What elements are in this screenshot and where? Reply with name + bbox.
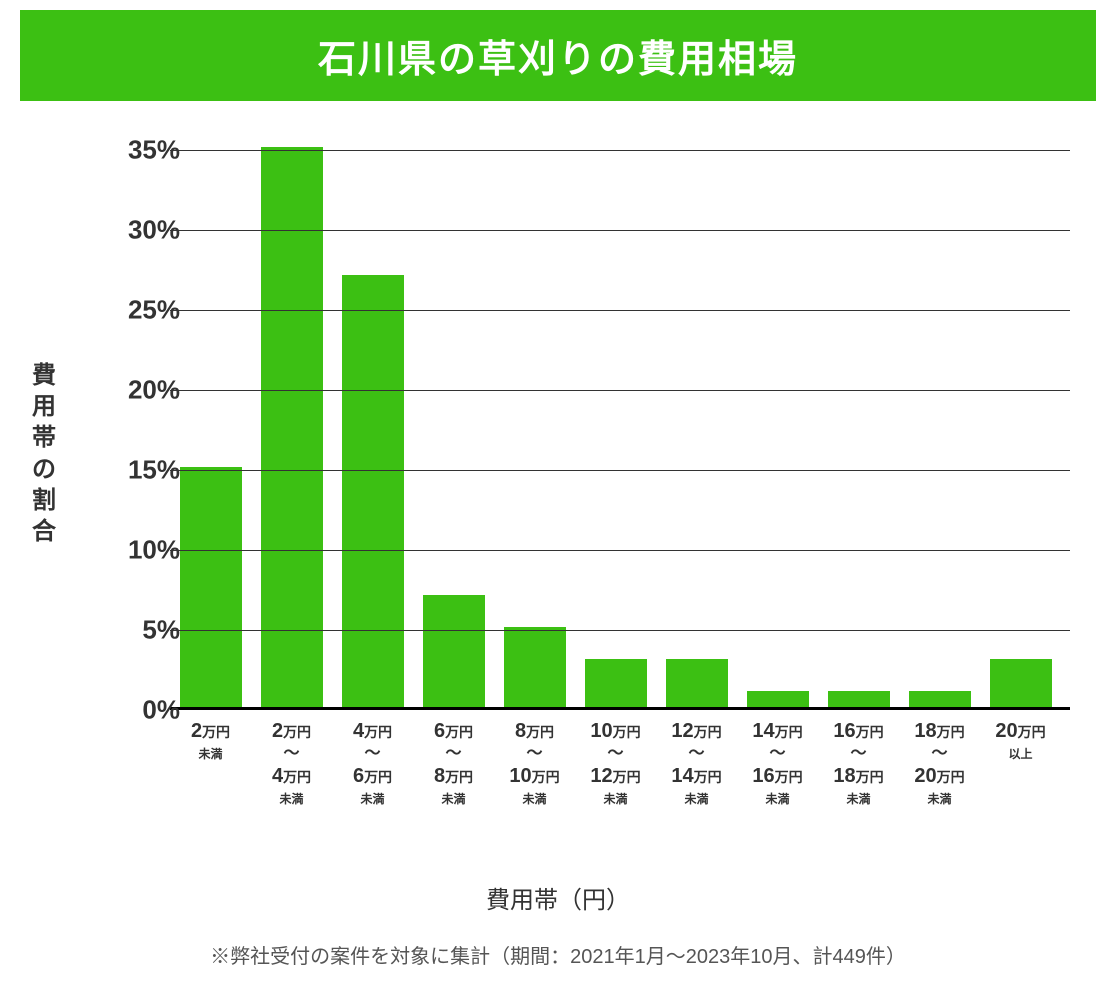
- bar: [909, 691, 971, 707]
- xaxis-category-label: 12万円〜14万円未満: [656, 718, 737, 807]
- ytick-label: 20%: [100, 375, 180, 406]
- ytick-label: 0%: [100, 695, 180, 726]
- ytick-label: 35%: [100, 135, 180, 166]
- grid-line: [170, 310, 1070, 311]
- plot-area: [170, 150, 1070, 710]
- grid-line: [170, 550, 1070, 551]
- xaxis-category-label: 2万円〜4万円未満: [251, 718, 332, 807]
- ytick-label: 10%: [100, 535, 180, 566]
- ytick-label: 5%: [100, 615, 180, 646]
- ytick-label: 30%: [100, 215, 180, 246]
- grid-line: [170, 150, 1070, 151]
- grid-line: [170, 390, 1070, 391]
- bar: [585, 659, 647, 707]
- bar: [828, 691, 890, 707]
- xaxis-category-label: 6万円〜8万円未満: [413, 718, 494, 807]
- xaxis-category-label: 16万円〜18万円未満: [818, 718, 899, 807]
- yaxis-label: 費用帯の割合: [30, 360, 58, 547]
- grid-line: [170, 630, 1070, 631]
- bar: [342, 275, 404, 707]
- grid-line: [170, 470, 1070, 471]
- bar: [666, 659, 728, 707]
- xaxis-category-label: 4万円〜6万円未満: [332, 718, 413, 807]
- ytick-label: 15%: [100, 455, 180, 486]
- xaxis-title: 費用帯（円）: [0, 880, 1116, 915]
- bar: [747, 691, 809, 707]
- ytick-label: 25%: [100, 295, 180, 326]
- footnote: ※弊社受付の案件を対象に集計（期間：2021年1月～2023年10月、計449件…: [0, 940, 1116, 969]
- chart-container: 費用帯の割合 2万円未満2万円〜4万円未満4万円〜6万円未満6万円〜8万円未満8…: [30, 120, 1090, 840]
- bar: [504, 627, 566, 707]
- xaxis-category-label: 18万円〜20万円未満: [899, 718, 980, 807]
- chart-title: 石川県の草刈りの費用相場: [20, 10, 1096, 101]
- xaxis-category-label: 20万円以上: [980, 718, 1061, 807]
- xaxis-category-label: 8万円〜10万円未満: [494, 718, 575, 807]
- xaxis-category-label: 2万円未満: [170, 718, 251, 807]
- bar: [180, 467, 242, 707]
- bars-group: [170, 150, 1070, 707]
- xaxis-category-label: 14万円〜16万円未満: [737, 718, 818, 807]
- bar: [990, 659, 1052, 707]
- grid-line: [170, 230, 1070, 231]
- bar: [423, 595, 485, 707]
- xaxis-category-label: 10万円〜12万円未満: [575, 718, 656, 807]
- xaxis-labels: 2万円未満2万円〜4万円未満4万円〜6万円未満6万円〜8万円未満8万円〜10万円…: [170, 718, 1070, 807]
- bar: [261, 147, 323, 707]
